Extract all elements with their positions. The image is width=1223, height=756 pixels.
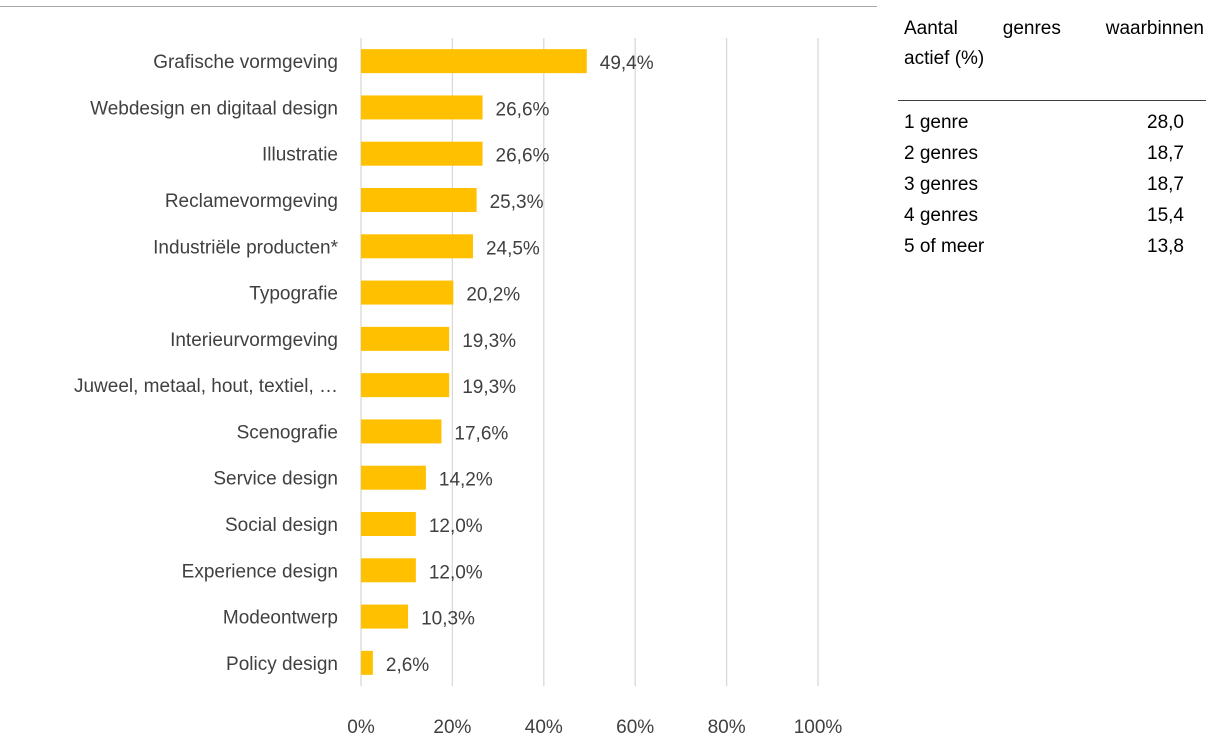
data-label: 25,3%	[490, 192, 544, 213]
row-label: 4 genres	[904, 205, 978, 226]
row-value: 28,0	[1147, 112, 1184, 133]
category-label: Illustratie	[262, 145, 338, 166]
top-border-line	[0, 6, 877, 7]
category-label: Interieurvormgeving	[170, 330, 338, 351]
bar	[361, 280, 454, 305]
category-label: Scenografie	[237, 422, 338, 443]
table-header-word-3: waarbinnen	[1105, 18, 1204, 39]
table-header-word-1: Aantal	[904, 18, 958, 39]
table-row: 1 genre 28,0	[898, 107, 1184, 138]
category-label: Modeontwerp	[223, 608, 338, 629]
bar	[361, 650, 373, 675]
category-label: Juweel, metaal, hout, textiel, …	[74, 376, 338, 397]
category-label: Industriële producten*	[153, 237, 338, 258]
data-label: 17,6%	[454, 423, 508, 444]
bar	[361, 373, 450, 398]
bar	[361, 234, 473, 259]
bar	[361, 512, 416, 536]
row-label: 5 of meer	[904, 236, 985, 257]
table-row: 4 genres 15,4	[898, 200, 1184, 231]
category-label: Experience design	[182, 561, 338, 582]
category-label: Social design	[225, 515, 338, 536]
table-row: 3 genres 18,7	[898, 169, 1184, 200]
row-label: 3 genres	[904, 174, 978, 195]
table-row: 2 genres 18,7	[898, 138, 1184, 169]
data-label: 49,4%	[600, 53, 654, 74]
data-label: 26,6%	[496, 146, 550, 167]
data-label: 19,3%	[462, 377, 516, 398]
genres-count-table: Aantal genres waarbinnen actief (%) 1 ge…	[898, 8, 1218, 262]
x-tick-label: 60%	[616, 717, 654, 738]
row-value: 15,4	[1147, 205, 1184, 226]
table-header-line-2: actief (%)	[904, 48, 985, 69]
x-tick-label: 80%	[708, 717, 746, 738]
category-label: Grafische vormgeving	[153, 52, 338, 73]
table-header: Aantal genres waarbinnen actief (%)	[898, 8, 1206, 101]
table-header-word-2: genres	[1002, 18, 1061, 39]
row-value: 13,8	[1147, 236, 1184, 257]
category-label: Service design	[213, 469, 338, 490]
x-tick-label: 100%	[794, 717, 843, 738]
data-label: 24,5%	[486, 238, 540, 259]
category-label: Webdesign en digitaal design	[90, 98, 338, 119]
category-label: Reclamevormgeving	[165, 191, 338, 212]
data-label: 14,2%	[439, 470, 493, 491]
bar	[361, 95, 483, 120]
data-label: 20,2%	[466, 285, 520, 306]
x-tick-label: 0%	[347, 717, 375, 738]
x-tick-label: 40%	[525, 717, 563, 738]
bar	[361, 604, 409, 629]
bar	[361, 141, 483, 166]
bar	[361, 558, 416, 583]
bar	[361, 465, 426, 490]
data-label: 2,6%	[386, 655, 429, 676]
row-value: 18,7	[1147, 143, 1184, 164]
bar-chart: Grafische vormgeving 49,4% Webdesign en di…	[74, 38, 843, 738]
table-header-text: Aantal genres waarbinnen actief (%)	[904, 14, 1204, 74]
row-label: 2 genres	[904, 143, 978, 164]
row-label: 1 genre	[904, 112, 969, 133]
bar	[361, 326, 450, 351]
bar	[361, 188, 477, 212]
data-label: 19,3%	[462, 331, 516, 352]
table-header-line-1: Aantal genres waarbinnen	[904, 14, 1204, 44]
data-label: 26,6%	[496, 99, 550, 120]
category-label: Policy design	[226, 654, 338, 675]
data-label: 12,0%	[429, 562, 483, 583]
table-body: 1 genre 28,0 2 genres 18,7 3 genres 18,7…	[898, 101, 1218, 262]
category-label: Typografie	[249, 284, 338, 305]
data-label: 10,3%	[421, 609, 475, 630]
table-row: 5 of meer 13,8	[898, 231, 1184, 262]
x-tick-label: 20%	[433, 717, 471, 738]
row-value: 18,7	[1147, 174, 1184, 195]
bar	[361, 49, 587, 74]
bar	[361, 419, 442, 444]
data-label: 12,0%	[429, 516, 483, 537]
